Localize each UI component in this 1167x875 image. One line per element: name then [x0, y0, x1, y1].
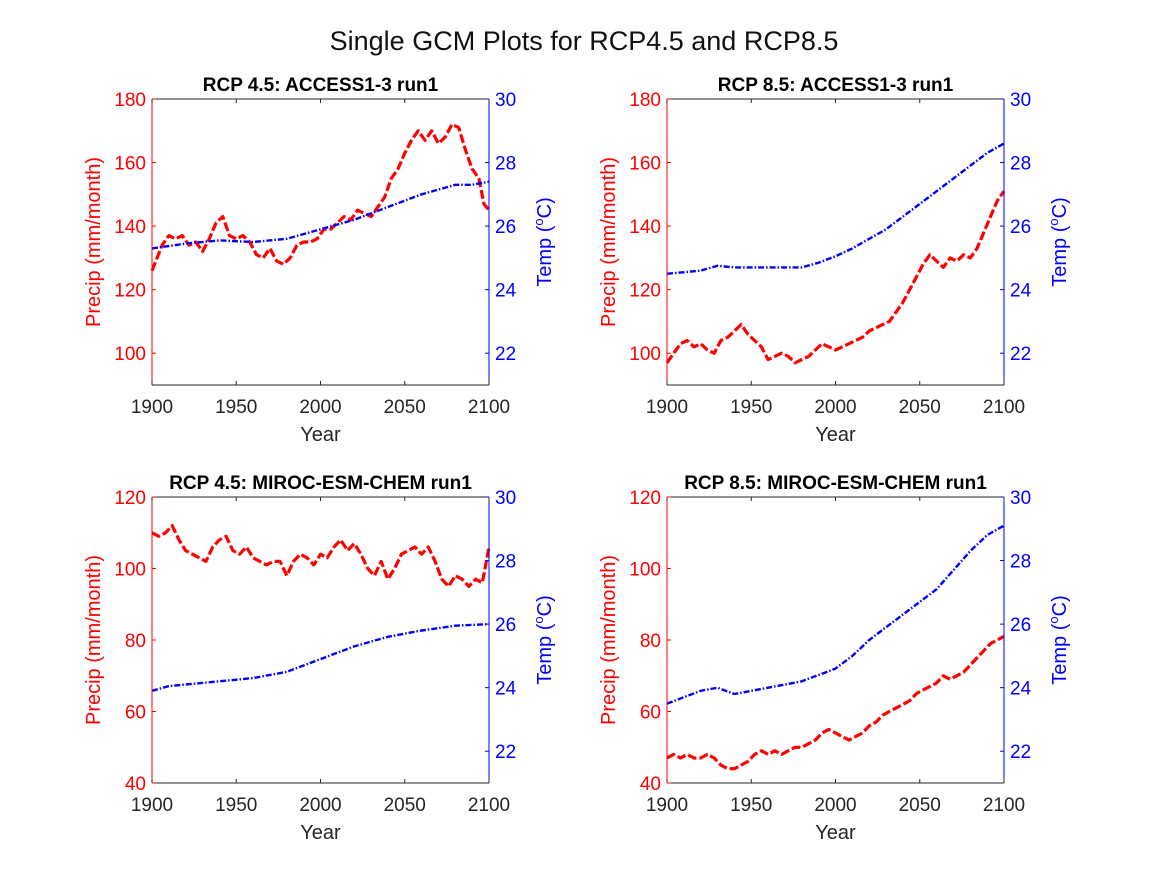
right-y-tick-label: 22: [1010, 742, 1031, 763]
x-tick-label: 1900: [131, 397, 173, 418]
x-tick-label: 1950: [215, 397, 257, 418]
left-y-tick-label: 180: [114, 90, 146, 111]
subplot-title: RCP 4.5: ACCESS1-3 run1: [203, 75, 439, 96]
x-tick-label: 2050: [899, 397, 941, 418]
subplot-4: RCP 8.5: MIROC-ESM-CHEM run1 1900 1950 2000…: [598, 473, 1071, 844]
right-y-axis-label: Temp (oC): [531, 595, 556, 684]
x-tick-label: 2100: [468, 397, 510, 418]
subplot-1: RCP 4.5: ACCESS1-3 run1 1900 1950 2000 2050 2…: [83, 75, 556, 446]
x-tick-label: 2050: [899, 795, 941, 816]
x-tick-label: 2100: [983, 795, 1025, 816]
left-y-tick-label: 160: [629, 154, 661, 175]
x-tick-label: 2000: [299, 795, 341, 816]
x-tick-label: 2050: [384, 397, 426, 418]
right-y-tick-label: 22: [495, 344, 516, 365]
left-y-tick-label: 100: [629, 344, 661, 365]
left-y-axis-label: Precip (mm/month): [83, 157, 105, 327]
precip-series-line: [150, 122, 491, 272]
left-y-tick-label: 40: [125, 774, 146, 795]
left-y-tick-label: 100: [114, 560, 146, 581]
left-y-tick-label: 60: [125, 703, 146, 724]
left-y-tick-label: 80: [125, 631, 146, 652]
right-y-tick-label: 24: [495, 281, 517, 302]
left-y-tick-label: 120: [629, 488, 661, 509]
subplot-title: RCP 8.5: ACCESS1-3 run1: [718, 75, 954, 96]
right-y-tick-label: 30: [1010, 488, 1031, 509]
right-y-tick-label: 28: [1010, 154, 1031, 175]
subplot-grid: RCP 4.5: ACCESS1-3 run1 1900 1950 2000 2050 2…: [83, 75, 1071, 844]
right-y-tick-label: 26: [1010, 615, 1031, 636]
x-axis-label: Year: [815, 424, 856, 446]
right-y-axis-label: Temp (oC): [1046, 197, 1071, 286]
temp-series-line: [151, 180, 490, 250]
x-tick-label: 2050: [384, 795, 426, 816]
right-y-tick-label: 24: [1010, 679, 1032, 700]
right-y-tick-label: 28: [1010, 552, 1031, 573]
right-y-tick-label: 30: [1010, 90, 1031, 111]
x-tick-label: 1900: [131, 795, 173, 816]
subplot-title: RCP 8.5: MIROC-ESM-CHEM run1: [684, 473, 987, 494]
right-y-tick-label: 30: [495, 90, 516, 111]
right-y-tick-label: 30: [495, 488, 516, 509]
subplot-2: RCP 8.5: ACCESS1-3 run1 1900 1950 2000 2050 2…: [598, 75, 1071, 446]
subplot-3: RCP 4.5: MIROC-ESM-CHEM run1 1900 1950 2000…: [83, 473, 556, 844]
right-y-tick-label: 22: [495, 742, 516, 763]
right-y-axis-label: Temp (oC): [531, 197, 556, 286]
left-y-tick-label: 120: [629, 281, 661, 302]
precip-series-line: [666, 634, 1005, 771]
x-tick-label: 2000: [814, 795, 856, 816]
left-y-tick-label: 180: [629, 90, 661, 111]
right-y-tick-label: 22: [1010, 344, 1031, 365]
right-y-tick-label: 26: [1010, 217, 1031, 238]
x-tick-label: 2100: [983, 397, 1025, 418]
left-y-axis-label: Precip (mm/month): [83, 555, 105, 725]
left-y-tick-label: 140: [114, 217, 146, 238]
x-axis-label: Year: [300, 424, 341, 446]
x-tick-label: 2000: [814, 397, 856, 418]
x-axis-label: Year: [815, 822, 856, 844]
x-tick-label: 2000: [299, 397, 341, 418]
precip-series-line: [665, 190, 1006, 365]
right-y-tick-label: 24: [1010, 281, 1032, 302]
left-y-tick-label: 100: [114, 344, 146, 365]
left-y-axis-label: Precip (mm/month): [598, 157, 620, 327]
x-tick-label: 1950: [215, 795, 257, 816]
left-y-tick-label: 100: [629, 560, 661, 581]
temp-series-line: [151, 622, 490, 692]
left-y-axis-label: Precip (mm/month): [598, 555, 620, 725]
left-y-tick-label: 120: [114, 488, 146, 509]
right-y-tick-label: 28: [495, 552, 516, 573]
x-tick-label: 1900: [646, 397, 688, 418]
x-tick-label: 2100: [468, 795, 510, 816]
right-y-tick-label: 26: [495, 615, 516, 636]
right-y-axis-label: Temp (oC): [1046, 595, 1071, 684]
left-y-tick-label: 80: [640, 631, 661, 652]
temp-series-line: [666, 142, 1005, 275]
x-tick-label: 1950: [730, 397, 772, 418]
left-y-tick-label: 140: [629, 217, 661, 238]
temp-series-line: [666, 524, 1005, 705]
left-y-tick-label: 120: [114, 281, 146, 302]
x-tick-label: 1900: [646, 795, 688, 816]
left-y-tick-label: 160: [114, 154, 146, 175]
right-y-tick-label: 28: [495, 154, 516, 175]
x-tick-label: 1950: [730, 795, 772, 816]
right-y-tick-label: 24: [495, 679, 517, 700]
left-y-tick-label: 40: [640, 774, 661, 795]
left-y-tick-label: 60: [640, 703, 661, 724]
figure-title: Single GCM Plots for RCP4.5 and RCP8.5: [330, 26, 839, 56]
right-y-tick-label: 26: [495, 217, 516, 238]
subplot-title: RCP 4.5: MIROC-ESM-CHEM run1: [169, 473, 472, 494]
x-axis-label: Year: [300, 822, 341, 844]
precip-series-line: [151, 523, 491, 589]
